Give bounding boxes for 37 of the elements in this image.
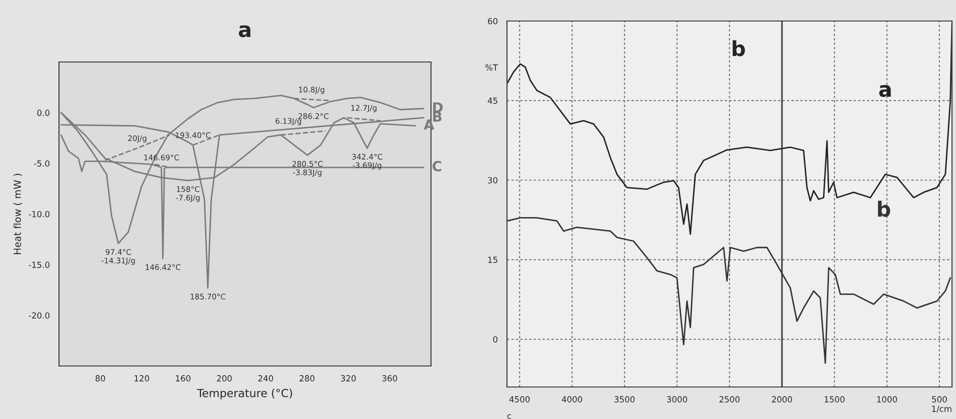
y-tick-label: -20.0 <box>28 312 50 319</box>
text: c <box>507 414 512 419</box>
y-tick-label: 0 <box>493 336 498 343</box>
y-axis-title: Heat flow ( mW ) <box>13 174 22 254</box>
x-tick-label: 160 <box>176 375 190 382</box>
x-tick-label: 3500 <box>614 396 635 402</box>
text: a <box>879 85 891 98</box>
text: b <box>878 200 890 217</box>
x-tick-label: 120 <box>134 375 150 382</box>
x-axis-title: 1/cm <box>932 406 952 413</box>
x-tick-label: 240 <box>258 375 274 382</box>
y-tick-label: 30 <box>488 177 498 184</box>
x-tick-label: 4000 <box>562 396 582 402</box>
y-tick-label: -10.0 <box>28 210 50 218</box>
x-tick-label: 2500 <box>720 396 740 402</box>
y-axis-title: %T <box>485 64 498 71</box>
y-tick-label: -15.0 <box>28 262 50 268</box>
x-tick-label: 1000 <box>877 396 897 402</box>
x-tick-label: 360 <box>382 375 398 382</box>
y-tick-label: 45 <box>488 98 498 104</box>
y-tick-label: 0.0 <box>37 110 50 116</box>
x-axis-title: Temperature (°C) <box>197 388 292 400</box>
y-tick-label: 15 <box>488 256 498 263</box>
y-tick-label: 60 <box>488 18 498 24</box>
x-tick-label: 80 <box>96 375 106 382</box>
x-tick-label: 4500 <box>509 396 530 402</box>
x-tick-label: 280 <box>300 375 314 382</box>
x-tick-label: 2000 <box>772 396 792 402</box>
text: b <box>732 40 745 56</box>
x-tick-label: 1500 <box>824 396 845 402</box>
x-tick-label: 500 <box>932 396 947 402</box>
y-tick-label: -5.0 <box>34 160 50 167</box>
x-tick-label: 3000 <box>667 396 688 402</box>
series-label: C <box>432 160 442 172</box>
x-tick-label: 320 <box>341 375 356 382</box>
chart-title: a <box>238 25 250 38</box>
x-tick-label: 200 <box>216 375 232 382</box>
